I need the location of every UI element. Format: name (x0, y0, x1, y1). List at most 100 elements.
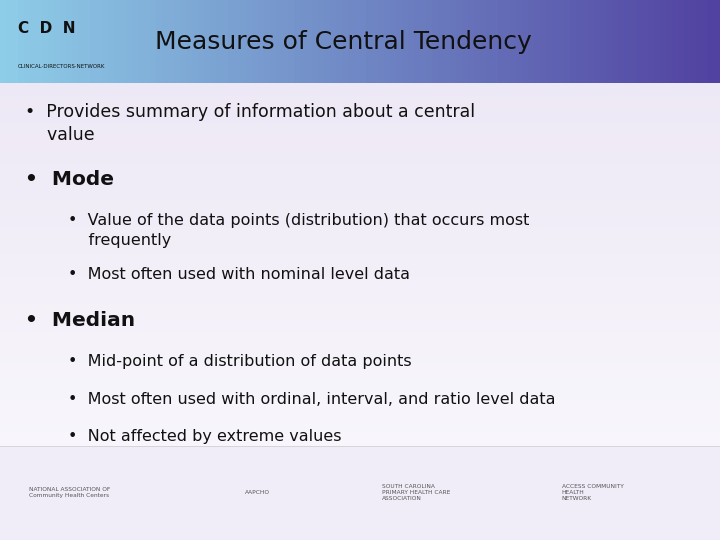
Bar (138, 0, 145, 84)
Bar (0, 340, 720, 346)
Text: •  Most often used with nominal level data: • Most often used with nominal level dat… (68, 267, 410, 282)
Bar (408, 0, 415, 84)
Bar (270, 0, 276, 84)
Bar (582, 0, 589, 84)
Bar (246, 0, 253, 84)
Bar (678, 0, 685, 84)
Bar (90, 0, 96, 84)
Bar (0, 100, 720, 106)
Text: •  Provides summary of information about a central
    value: • Provides summary of information about … (25, 103, 475, 144)
Bar (0, 404, 720, 409)
Bar (294, 0, 301, 84)
Bar (0, 87, 720, 93)
Bar (624, 0, 631, 84)
Bar (612, 0, 618, 84)
Bar (54, 0, 60, 84)
Bar (0, 232, 720, 238)
Bar (0, 332, 720, 337)
Bar (708, 0, 715, 84)
Bar (570, 0, 577, 84)
Bar (96, 0, 103, 84)
Bar (0, 123, 720, 129)
Bar (180, 0, 186, 84)
Bar (0, 187, 720, 192)
Bar (0, 417, 720, 423)
Bar (714, 0, 720, 84)
Text: •  Median: • Median (25, 310, 135, 329)
Bar (0, 241, 720, 246)
Bar (522, 0, 528, 84)
Bar (0, 399, 720, 405)
Bar (468, 0, 474, 84)
Bar (0, 254, 720, 260)
Bar (0, 282, 720, 287)
Bar (642, 0, 649, 84)
Bar (534, 0, 541, 84)
Bar (576, 0, 582, 84)
Bar (528, 0, 535, 84)
Bar (252, 0, 258, 84)
Bar (30, 0, 37, 84)
Bar (0, 195, 720, 201)
Bar (0, 277, 720, 283)
Bar (0, 390, 720, 396)
Bar (318, 0, 325, 84)
Bar (492, 0, 499, 84)
Bar (456, 0, 463, 84)
Bar (0, 227, 720, 233)
Bar (660, 0, 667, 84)
Bar (0, 273, 720, 278)
Bar (588, 0, 595, 84)
Bar (546, 0, 553, 84)
Bar (192, 0, 199, 84)
Bar (696, 0, 703, 84)
Bar (0, 178, 720, 183)
Bar (114, 0, 121, 84)
Bar (684, 0, 690, 84)
Bar (0, 200, 720, 206)
Bar (648, 0, 654, 84)
Bar (210, 0, 217, 84)
Bar (336, 0, 343, 84)
Bar (0, 105, 720, 111)
Bar (168, 0, 175, 84)
Bar (0, 408, 720, 414)
Bar (0, 141, 720, 147)
Bar (0, 309, 720, 314)
Bar (438, 0, 445, 84)
Bar (0, 128, 720, 133)
Bar (0, 159, 720, 165)
Bar (432, 0, 438, 84)
Bar (42, 0, 49, 84)
Text: •  Not affected by extreme values: • Not affected by extreme values (68, 429, 342, 444)
Bar (342, 0, 348, 84)
Bar (630, 0, 636, 84)
Bar (78, 0, 85, 84)
Bar (600, 0, 607, 84)
Bar (0, 431, 720, 436)
Text: •  Mid-point of a distribution of data points: • Mid-point of a distribution of data po… (68, 354, 412, 369)
Bar (360, 0, 366, 84)
Bar (36, 0, 42, 84)
Bar (0, 168, 720, 174)
Bar (186, 0, 193, 84)
Bar (12, 0, 19, 84)
Bar (132, 0, 139, 84)
Bar (0, 268, 720, 274)
Bar (0, 173, 720, 179)
Bar (0, 259, 720, 265)
Bar (264, 0, 271, 84)
Bar (0, 146, 720, 152)
Bar (0, 295, 720, 301)
Bar (0, 446, 720, 540)
Bar (48, 0, 55, 84)
Bar (444, 0, 451, 84)
Text: •  Mode: • Mode (25, 170, 114, 189)
Bar (150, 0, 157, 84)
Bar (288, 0, 294, 84)
Bar (402, 0, 409, 84)
Bar (516, 0, 523, 84)
Bar (348, 0, 355, 84)
Bar (366, 0, 373, 84)
Bar (480, 0, 487, 84)
